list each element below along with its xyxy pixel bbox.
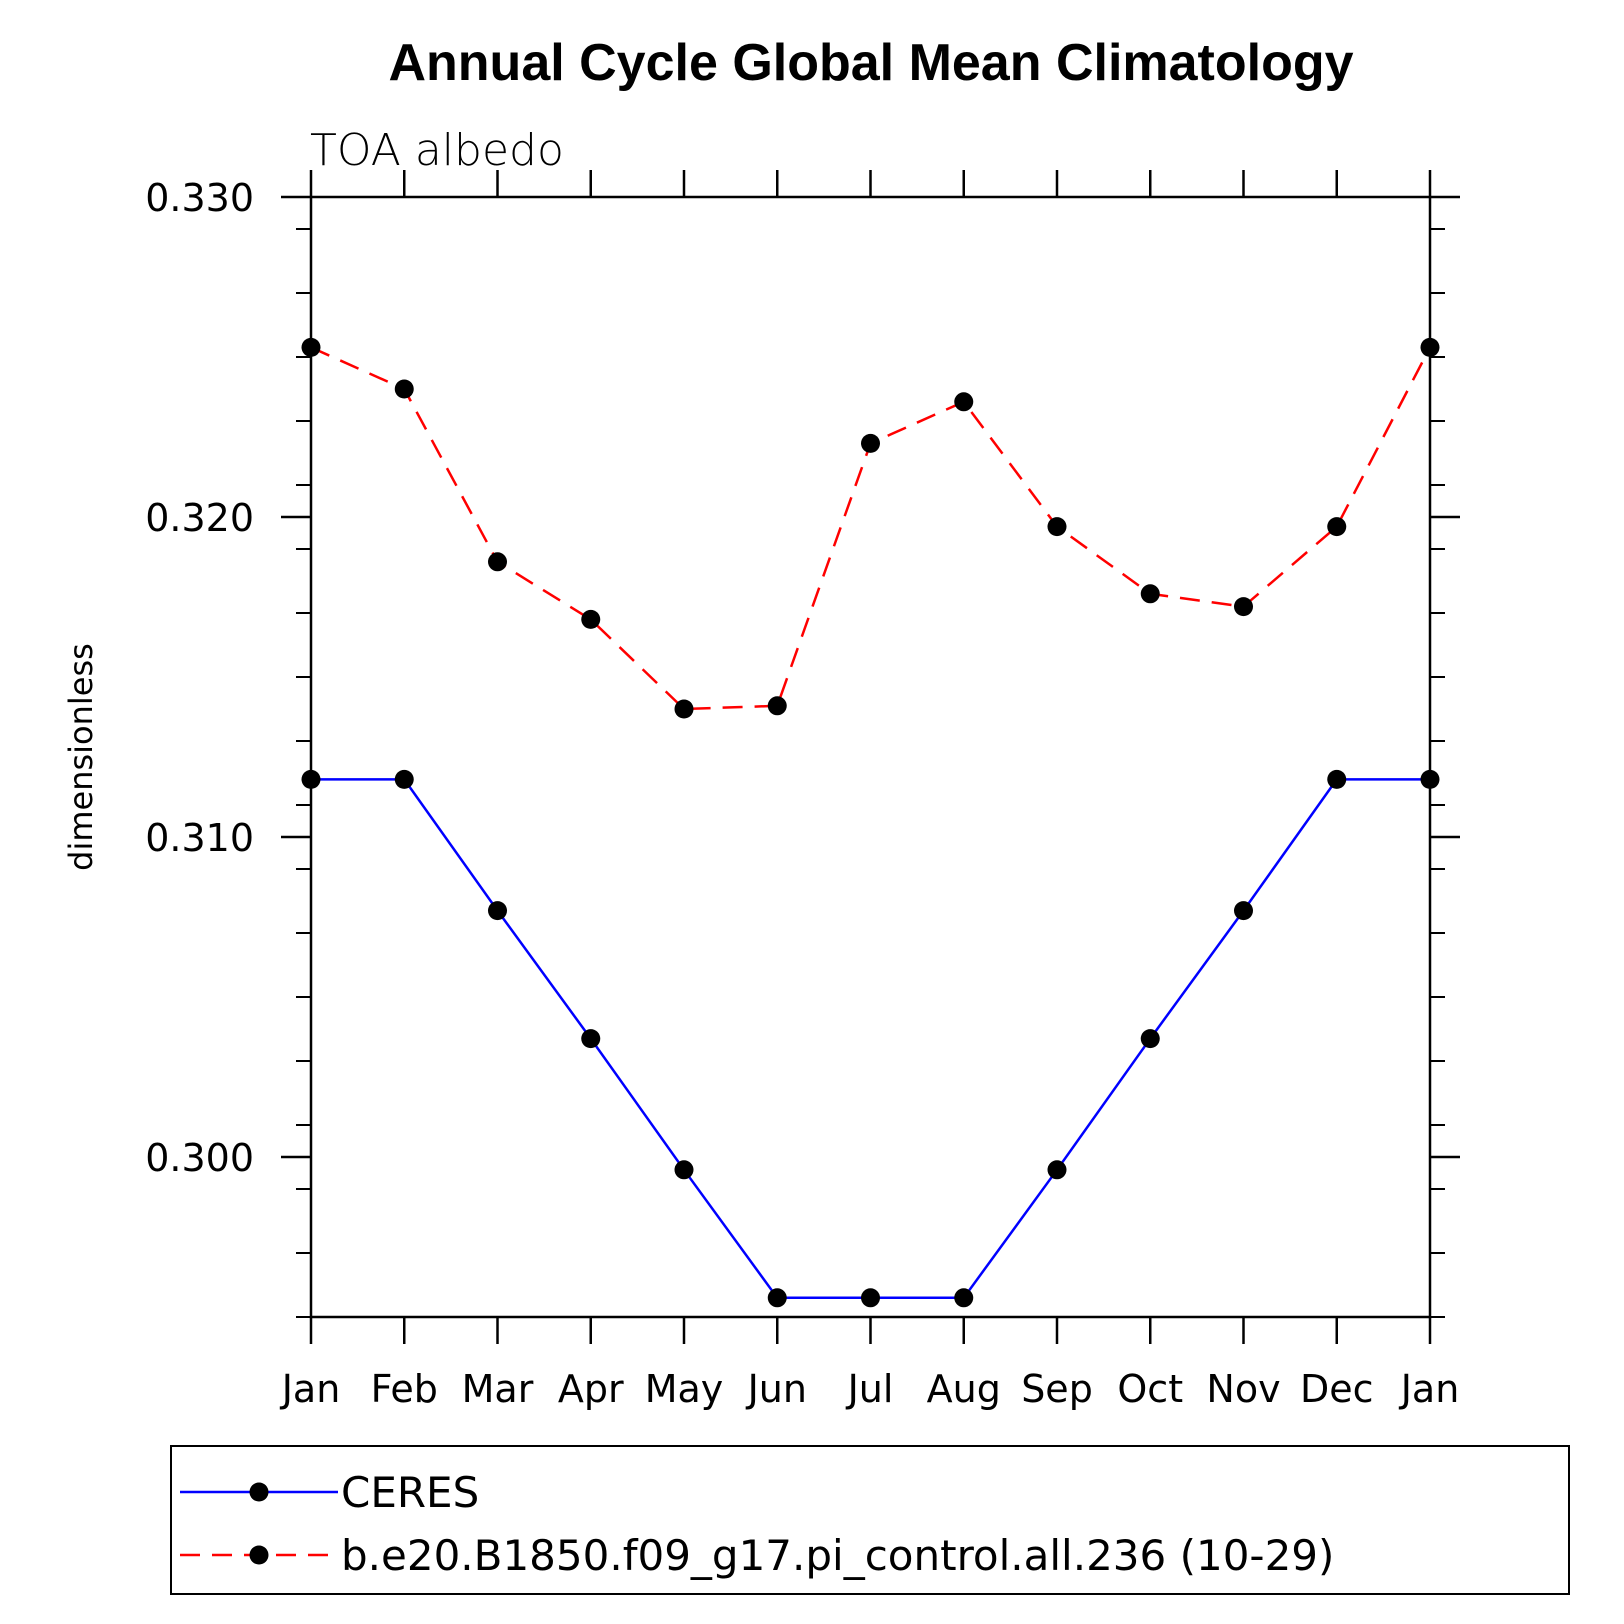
x-tick-label: Jul xyxy=(846,1367,894,1411)
x-tick-label: Dec xyxy=(1300,1367,1374,1411)
x-tick-label: May xyxy=(645,1367,724,1411)
data-point xyxy=(301,337,321,357)
data-point xyxy=(954,1288,974,1308)
data-point xyxy=(581,1029,601,1049)
y-tick-label: 0.310 xyxy=(145,816,254,860)
series-lines xyxy=(310,346,1432,1300)
data-point xyxy=(1327,769,1347,789)
x-tick-label: Jan xyxy=(1399,1367,1460,1411)
data-point xyxy=(1234,597,1253,617)
chart-subtitle: TOA albedo xyxy=(310,125,564,176)
x-tick-label: Sep xyxy=(1021,1367,1093,1411)
data-point xyxy=(1327,517,1347,537)
legend-label-1: b.e20.B1850.f09_g17.pi_control.all.236 (… xyxy=(341,1531,1334,1580)
series-markers xyxy=(301,337,1440,1308)
x-tick-label: Mar xyxy=(462,1367,534,1411)
legend-box xyxy=(170,1445,1570,1595)
y-tick-label: 0.320 xyxy=(145,496,254,540)
data-point xyxy=(488,552,507,572)
data-point xyxy=(394,379,414,399)
legend: CERES b.e20.B1850.f09_g17.pi_control.all.… xyxy=(180,1468,1334,1580)
data-point xyxy=(1420,769,1440,789)
legend-label-0: CERES xyxy=(341,1468,479,1517)
plot-frame xyxy=(309,195,1432,1319)
x-tick-label: Jan xyxy=(280,1367,341,1411)
y-axis-label: dimensionless xyxy=(62,643,100,871)
data-point xyxy=(1140,584,1160,604)
x-tick-label: Oct xyxy=(1117,1367,1183,1411)
x-tick-label: Aug xyxy=(927,1367,1001,1411)
x-tick-label: Jun xyxy=(746,1367,807,1411)
x-tick-label: Nov xyxy=(1206,1367,1280,1411)
axes: Jan Feb Mar Apr May Jun Jul Aug Sep Oct Nov Dec Jan 0… xyxy=(145,170,1460,1411)
data-point xyxy=(1047,517,1067,537)
legend-marker xyxy=(249,1545,269,1565)
legend-marker xyxy=(249,1482,269,1502)
data-point xyxy=(1234,901,1253,921)
data-point xyxy=(767,1288,787,1308)
y-tick-label: 0.300 xyxy=(145,1136,254,1180)
data-point xyxy=(1420,337,1440,357)
y-tick-label: 0.330 xyxy=(145,176,254,220)
data-point xyxy=(301,769,321,789)
data-point xyxy=(394,769,414,789)
series-line-1 xyxy=(310,346,1432,711)
data-point xyxy=(861,1288,880,1308)
data-point xyxy=(1140,1029,1160,1049)
series-line-0 xyxy=(311,778,1430,1300)
x-tick-label: Apr xyxy=(558,1367,624,1411)
data-point xyxy=(488,901,507,921)
data-point xyxy=(581,609,601,629)
x-tick-label: Feb xyxy=(371,1367,438,1411)
data-point xyxy=(674,699,694,719)
chart-title: Annual Cycle Global Mean Climatology xyxy=(388,34,1353,92)
data-point xyxy=(674,1160,694,1180)
data-point xyxy=(861,433,880,453)
data-point xyxy=(954,392,974,412)
data-point xyxy=(1047,1160,1067,1180)
data-point xyxy=(767,696,787,716)
